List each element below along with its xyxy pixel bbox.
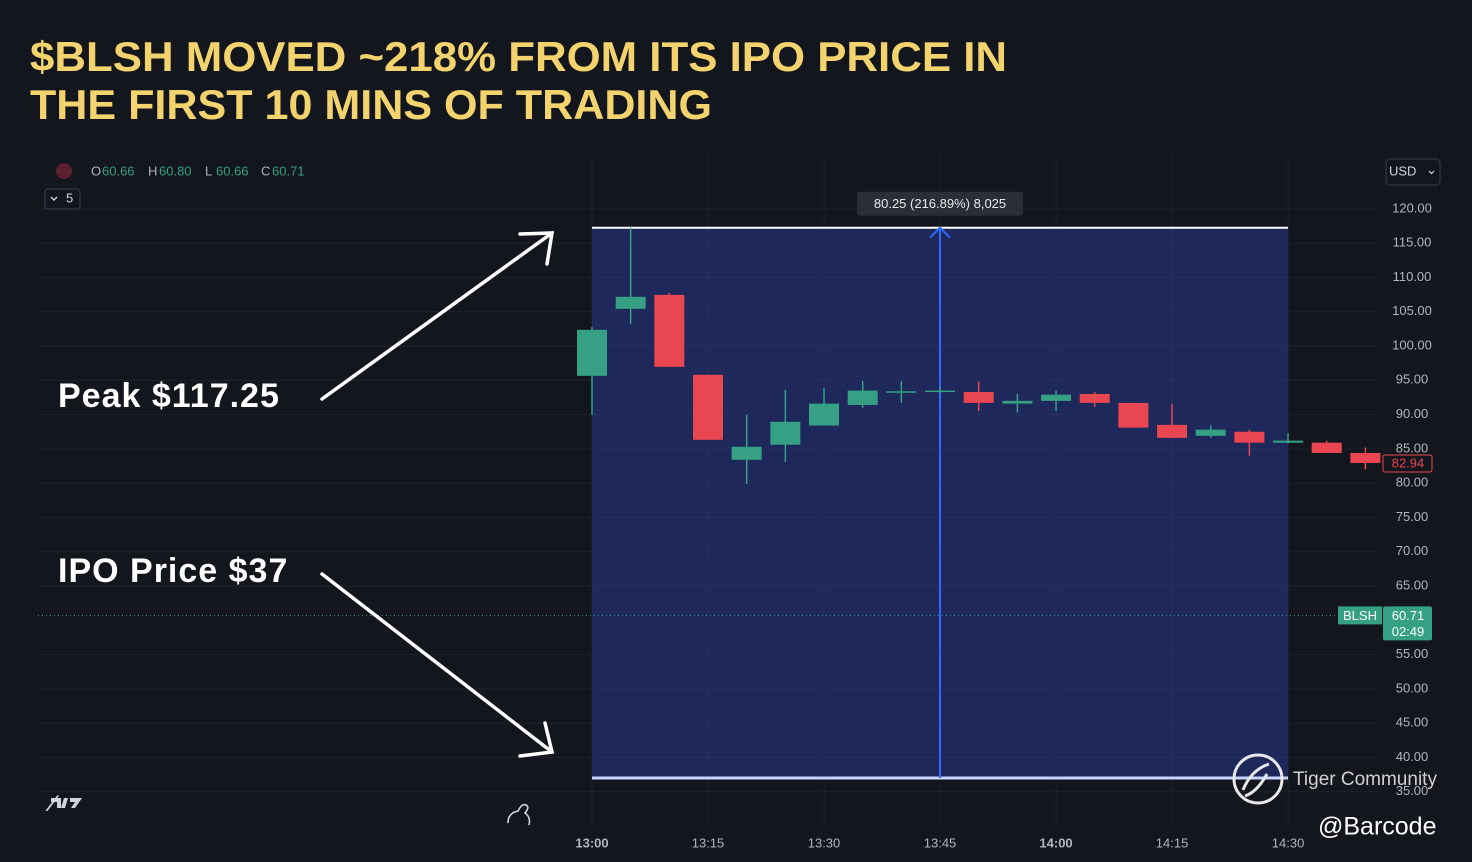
y-tick-label: 35.00 — [1396, 783, 1429, 798]
credit: @Barcode — [1318, 813, 1437, 841]
interval[interactable]: 5 — [66, 190, 73, 205]
annotation: Peak $117.25 — [58, 377, 280, 415]
y-tick-label: 65.00 — [1396, 577, 1429, 592]
chevron-icon — [50, 196, 58, 201]
watermark-logo — [1232, 753, 1284, 805]
currency-button[interactable] — [1385, 158, 1441, 186]
y-tick-label: 70.00 — [1396, 543, 1429, 558]
y-tick-label: 115.00 — [1393, 235, 1432, 250]
price-badge — [1383, 606, 1432, 641]
legend-key: O — [91, 163, 101, 178]
candle-body — [925, 390, 956, 393]
arrow — [320, 231, 555, 401]
candle-body — [1234, 431, 1265, 443]
x-tick-label: 14:00 — [1039, 835, 1072, 850]
annotation: IPO Price $37 — [58, 552, 288, 590]
legend-key: H — [148, 163, 157, 178]
candle-body — [886, 391, 917, 393]
watermark-logo — [1241, 762, 1270, 798]
chart-title: $BLSH MOVED ~218% FROM ITS IPO PRICE IN — [30, 33, 1007, 80]
close-label: 82.94 — [1392, 455, 1425, 470]
y-tick-label: 45.00 — [1396, 715, 1429, 730]
candle-body — [693, 374, 724, 440]
candle-body — [1118, 402, 1149, 428]
measure-arrowhead — [929, 226, 951, 239]
candle-body — [731, 446, 762, 460]
interval-button[interactable] — [44, 188, 81, 210]
watermark: Tiger Community — [1293, 769, 1437, 790]
y-tick-label: 55.00 — [1396, 646, 1429, 661]
x-tick-label: 14:15 — [1156, 835, 1189, 850]
y-tick-label: 75.00 — [1396, 509, 1429, 524]
currency[interactable]: USD — [1389, 163, 1416, 178]
y-tick-label: 110.00 — [1393, 269, 1432, 284]
measure-label-box — [857, 191, 1024, 216]
y-tick-label: 85.00 — [1396, 440, 1429, 455]
candle-body — [770, 421, 801, 445]
candle-body — [615, 296, 646, 309]
candle-body — [1273, 440, 1304, 443]
y-tick-label: 80.00 — [1396, 475, 1429, 490]
dino-icon — [507, 803, 531, 826]
chart-title: THE FIRST 10 MINS OF TRADING — [30, 81, 712, 128]
legend-value: 60.66 — [216, 163, 249, 178]
legend-value: 60.80 — [159, 163, 192, 178]
annotation-arrows — [320, 231, 555, 758]
price-badge — [1338, 606, 1382, 625]
arrow — [320, 572, 555, 758]
y-tick-label: 100.00 — [1392, 337, 1432, 352]
candle-body — [1311, 442, 1342, 453]
y-tick-label: 95.00 — [1396, 372, 1429, 387]
candle-body — [809, 403, 840, 426]
y-tick-label: 50.00 — [1396, 680, 1429, 695]
tv-logo — [51, 798, 82, 808]
legend-key: L — [205, 163, 212, 178]
price-value: 60.71 — [1392, 608, 1425, 623]
plot-area — [38, 154, 1381, 826]
x-tick-label: 13:45 — [924, 835, 957, 850]
x-tick-label: 13:00 — [575, 835, 608, 850]
symbol-icon — [56, 163, 72, 179]
candle-body — [577, 329, 607, 376]
candle-body — [1195, 429, 1226, 436]
candle-body — [847, 390, 878, 405]
y-tick-label: 90.00 — [1396, 406, 1429, 421]
close-badge — [1382, 454, 1433, 473]
candle-body — [1041, 394, 1072, 401]
measure-label: 80.25 (216.89%) 8,025 — [874, 196, 1006, 211]
x-tick-label: 13:30 — [808, 835, 841, 850]
legend-value: 60.66 — [102, 163, 135, 178]
y-tick-label: 120.00 — [1392, 200, 1432, 215]
price-name: BLSH — [1343, 608, 1377, 623]
y-tick-label: 105.00 — [1392, 303, 1432, 318]
legend-key: C — [261, 163, 270, 178]
x-tick-label: 13:15 — [692, 835, 725, 850]
legend-value: 60.71 — [272, 163, 305, 178]
candle-body — [654, 294, 685, 367]
candle-body — [1350, 452, 1381, 463]
candle-body — [1157, 424, 1188, 438]
candle-body — [1002, 400, 1033, 404]
x-tick-label: 14:30 — [1272, 835, 1305, 850]
y-tick-label: 40.00 — [1396, 749, 1429, 764]
candle-body — [963, 391, 994, 403]
candle-body — [1079, 394, 1110, 403]
price-time: 02:49 — [1392, 624, 1425, 639]
chevron-icon — [1428, 170, 1435, 175]
